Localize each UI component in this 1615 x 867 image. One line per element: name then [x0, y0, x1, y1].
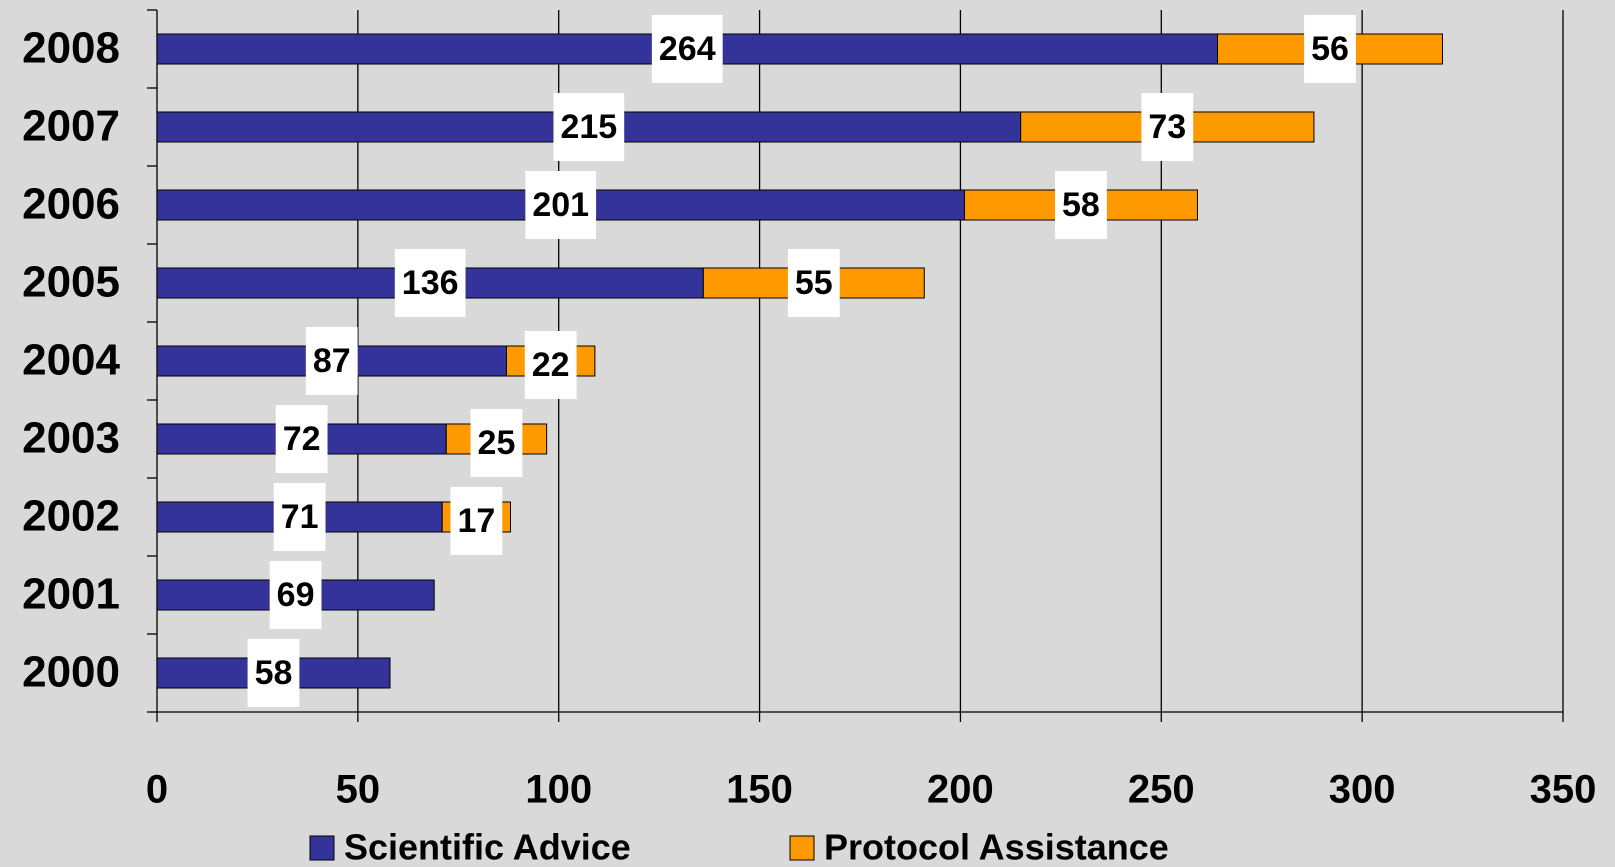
value-label-text: 73 [1148, 108, 1186, 146]
y-tick-label: 2002 [22, 492, 120, 541]
value-label: 73 [1141, 93, 1194, 161]
y-tick-label: 2005 [22, 258, 120, 307]
x-tick-label: 100 [525, 768, 592, 812]
value-label-box [247, 639, 300, 707]
value-label: 201 [525, 171, 597, 239]
value-label-box [787, 249, 840, 317]
value-label-text: 136 [402, 264, 459, 302]
value-label-text: 264 [659, 30, 716, 68]
value-label-box [524, 331, 577, 399]
value-label: 56 [1304, 15, 1356, 83]
value-label-text: 69 [277, 576, 315, 614]
value-label-text: 58 [1062, 186, 1100, 224]
x-tick-label: 0 [146, 768, 168, 812]
y-tick-label: 2006 [22, 180, 120, 229]
x-tick-label: 50 [336, 768, 381, 812]
value-label: 136 [394, 249, 466, 317]
value-label: 17 [450, 487, 503, 555]
value-label-text: 71 [281, 498, 319, 536]
value-label-box [305, 327, 358, 395]
value-label-text: 25 [478, 424, 516, 462]
value-label: 22 [524, 331, 577, 399]
value-label-box [1055, 171, 1107, 239]
value-label-text: 87 [313, 342, 351, 380]
value-label-text: 56 [1311, 30, 1349, 68]
y-tick-label: 2007 [22, 102, 120, 151]
legend-label: Protocol Assistance [824, 827, 1169, 867]
value-label: 87 [305, 327, 358, 395]
value-label-box [553, 93, 625, 161]
x-tick-label: 250 [1128, 768, 1195, 812]
value-label: 55 [787, 249, 840, 317]
legend-swatch [789, 835, 815, 861]
value-label-box [470, 409, 523, 477]
value-label: 264 [651, 15, 723, 83]
value-label-box [275, 405, 328, 473]
value-label-box [651, 15, 723, 83]
x-tick-label: 300 [1329, 768, 1396, 812]
value-label: 58 [1055, 171, 1107, 239]
value-label-text: 17 [457, 502, 495, 540]
value-label-text: 22 [532, 346, 570, 384]
value-label-text: 55 [795, 264, 833, 302]
value-label-box [525, 171, 597, 239]
value-label-box [1141, 93, 1194, 161]
value-label: 215 [553, 93, 625, 161]
legend-label: Scientific Advice [344, 827, 631, 867]
x-tick-label: 200 [927, 768, 994, 812]
x-tick-label: 150 [726, 768, 793, 812]
value-label: 72 [275, 405, 328, 473]
value-label-text: 72 [283, 420, 321, 458]
value-label-text: 201 [532, 186, 589, 224]
value-label-box [1304, 15, 1356, 83]
y-tick-label: 2003 [22, 414, 120, 463]
value-label-box [273, 483, 326, 551]
value-label-box [450, 487, 503, 555]
value-label: 69 [269, 561, 322, 629]
y-tick-label: 2008 [22, 24, 120, 73]
legend-swatch [309, 835, 335, 861]
y-tick-label: 2004 [22, 336, 120, 385]
y-tick-label: 2000 [22, 648, 120, 697]
value-label: 58 [247, 639, 300, 707]
value-label: 25 [470, 409, 523, 477]
value-label: 71 [273, 483, 326, 551]
value-label-box [269, 561, 322, 629]
y-tick-label: 2001 [22, 570, 120, 619]
value-label-text: 58 [255, 654, 293, 692]
value-label-text: 215 [560, 108, 617, 146]
x-tick-label: 350 [1530, 768, 1597, 812]
value-label-box [394, 249, 466, 317]
